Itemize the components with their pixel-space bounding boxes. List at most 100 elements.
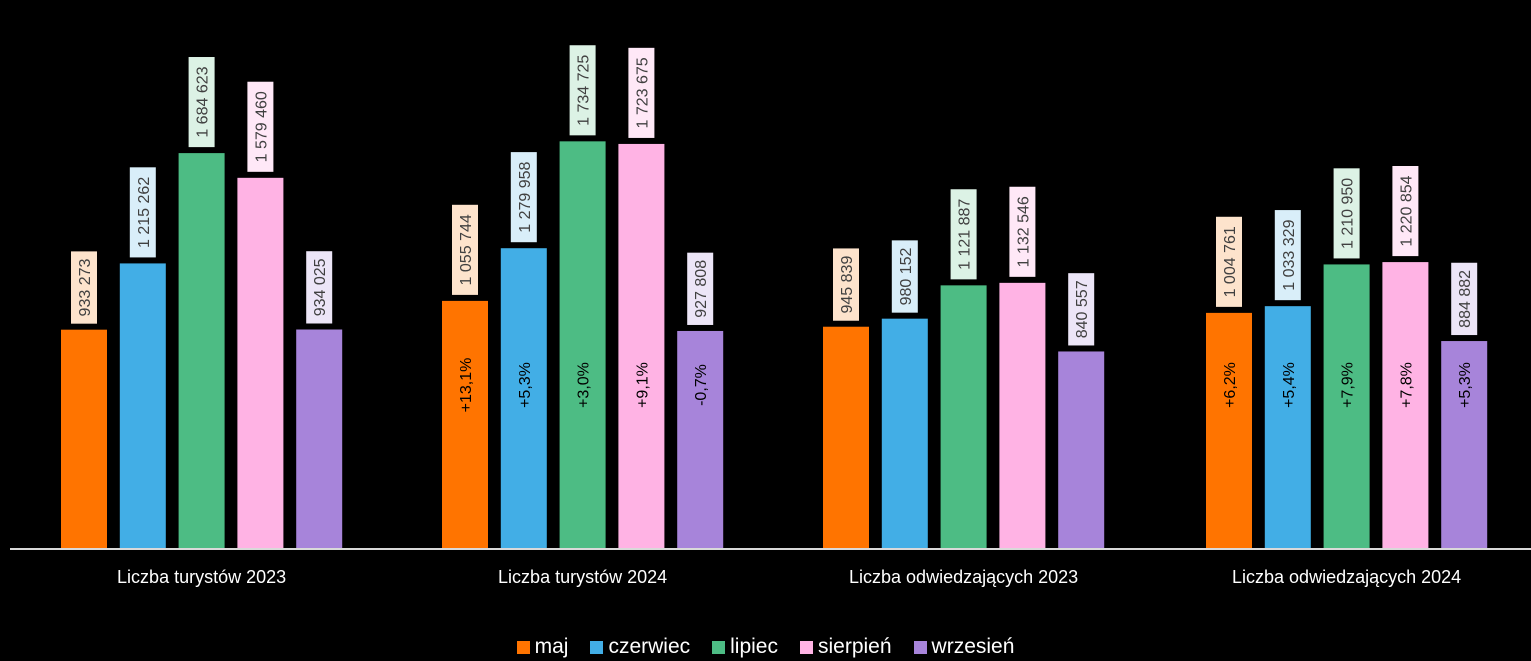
bar [940,285,987,549]
value-label: 884 882 [1451,262,1478,336]
change-label: +6,2% [1222,362,1239,408]
value-label: 927 808 [687,252,714,325]
value-label-text: 1 684 623 [195,66,212,137]
value-label-bg [188,57,215,148]
bar [1264,306,1311,549]
bar [1323,264,1370,549]
value-label-text: 1 055 744 [458,214,475,285]
bar [178,153,225,550]
bar [999,282,1046,549]
bars-layer [61,141,1488,550]
value-label-bg [510,152,537,243]
value-label-text: 933 273 [77,259,94,317]
change-label: +7,8% [1398,362,1415,408]
bar [618,143,665,549]
value-label: 1 684 623 [188,57,215,148]
value-label-bg [1451,262,1478,336]
legend-swatch [516,640,530,654]
value-label-text: 1 579 460 [253,91,270,162]
value-label-bg [452,204,478,295]
bar [881,318,928,549]
bar [442,300,488,549]
value-label-text: 945 839 [839,256,856,314]
value-label-text: 934 025 [312,258,329,316]
value-label: 933 273 [71,251,97,324]
value-label-text: 1 220 854 [1398,175,1415,246]
value-label-text: 980 152 [898,247,915,305]
legend-item: czerwiec [590,635,690,659]
value-label-text: 884 882 [1457,270,1474,328]
value-label-bg [129,167,156,258]
legend-label: sierpień [817,635,892,658]
change-label: +3,0% [576,362,593,408]
value-label-bg [833,248,859,321]
value-label: 1 132 546 [1009,186,1036,277]
bar [1382,262,1429,549]
value-label: 1 033 329 [1274,210,1301,301]
value-label-bg [1068,273,1095,346]
value-label-text: 1 033 329 [1281,219,1298,290]
value-label-text: 927 808 [693,260,710,318]
value-label-text: 1 132 546 [1015,196,1032,267]
change-label: +7,9% [1340,362,1357,408]
legend-item: sierpień [799,635,892,659]
bar [559,141,606,549]
value-label-bg [1274,210,1301,301]
legend-item: wrzesień [913,635,1015,659]
value-label: 1 055 744 [452,204,478,295]
value-label: 934 025 [306,251,333,324]
legend-label: wrzesień [931,635,1015,658]
bar [1206,312,1252,549]
value-label-bg [71,251,97,324]
value-label-text: 1 004 761 [1222,226,1239,297]
legend-swatch [913,640,927,654]
value-label: 1 121 887 [950,189,977,280]
labels-layer: 933 273 1 215 262 1 684 623 1 579 460 934 02… [71,45,1478,587]
category-label: Liczba odwiedzających 2023 [849,567,1078,587]
value-label-text: 1 723 675 [634,57,651,128]
value-label-bg [628,47,655,138]
value-label: 1 220 854 [1392,165,1419,257]
value-label-text: 1 121 887 [957,199,974,270]
value-label-bg [247,81,274,172]
category-label: Liczba turystów 2023 [117,567,286,587]
bar [1058,351,1105,549]
legend: maj czerwiec lipiec sierpień wrzesień [0,634,1531,660]
change-label: +5,3% [1457,362,1474,408]
value-label-text: 1 215 262 [136,177,153,248]
change-label: +13,1% [458,358,475,413]
legend-swatch [799,640,813,654]
value-label-bg [1392,165,1419,257]
bar [1441,341,1488,549]
value-label: 1 279 958 [510,152,537,243]
bar [119,263,166,549]
bar [61,329,107,549]
change-label: +9,1% [634,362,651,408]
value-label-bg [569,45,596,136]
value-label-bg [1333,168,1360,259]
value-label: 1 210 950 [1333,168,1360,259]
change-label: +5,3% [517,362,534,408]
legend-item: maj [516,635,568,659]
value-label-bg [950,189,977,280]
value-label-bg [1009,186,1036,277]
value-label-text: 1 279 958 [517,161,534,232]
legend-label: lipiec [730,635,778,658]
bar [677,330,724,549]
category-label: Liczba odwiedzających 2024 [1232,567,1461,587]
value-label: 1 579 460 [247,81,274,172]
value-label-text: 840 557 [1074,280,1091,338]
value-label: 1 734 725 [569,45,596,136]
legend-label: czerwiec [608,635,691,658]
value-label-bg [1216,216,1242,307]
value-label-text: 1 210 950 [1340,178,1357,249]
change-label: -0,7% [693,364,710,406]
legend-item: lipiec [712,635,778,659]
value-label-bg [306,251,333,324]
bar [500,248,547,549]
value-label: 945 839 [833,248,859,321]
value-label: 840 557 [1068,273,1095,346]
value-label: 980 152 [891,240,918,313]
bar [296,329,343,549]
